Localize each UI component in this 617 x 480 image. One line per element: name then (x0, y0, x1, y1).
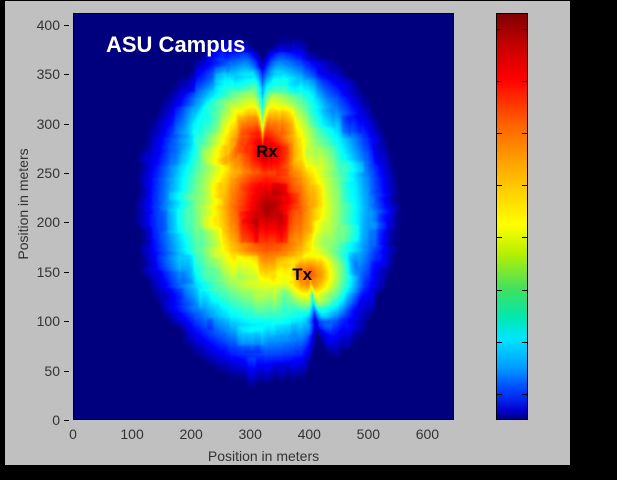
plot-title: ASU Campus (106, 32, 246, 57)
x-axis-tick-labels: 0 100 200 300 400 500 600 (69, 424, 454, 444)
marker-label-rx: Rx (256, 142, 278, 162)
y-tick-150: 150 (36, 263, 60, 280)
y-tick-100: 100 (36, 313, 60, 330)
y-tick-250: 250 (36, 165, 60, 182)
x-axis-label: Position in meters (207, 448, 320, 464)
y-tick-350: 350 (36, 66, 60, 83)
colorbar-tick-labels: -30-40-50-60-70-80-90-100 (496, 13, 528, 420)
x-tick-200: 200 (179, 426, 203, 442)
y-tick-400: 400 (36, 16, 60, 33)
heatmap-axes[interactable]: ASU Campus Rx Tx (73, 13, 454, 420)
x-tick-400: 400 (297, 426, 321, 442)
x-tick-500: 500 (356, 426, 381, 442)
y-tick-0: 0 (52, 412, 60, 428)
x-tick-100: 100 (120, 426, 144, 442)
y-tick-50: 50 (44, 362, 60, 379)
x-tick-0: 0 (69, 426, 77, 442)
marker-label-tx: Tx (292, 264, 313, 284)
y-axis-label: Position in meters (15, 148, 31, 260)
y-axis-tick-labels: 0 50 100 150 200 250 300 350 400 (5, 13, 69, 428)
y-tick-200: 200 (36, 214, 60, 231)
y-tick-300: 300 (36, 115, 60, 132)
x-tick-300: 300 (238, 426, 262, 442)
coverage-heatmap-image (74, 14, 453, 419)
matlab-figure-canvas: ASU Campus Rx Tx 0 50 100 150 200 250 300 350 40… (5, 1, 570, 465)
x-tick-600: 600 (415, 426, 440, 442)
